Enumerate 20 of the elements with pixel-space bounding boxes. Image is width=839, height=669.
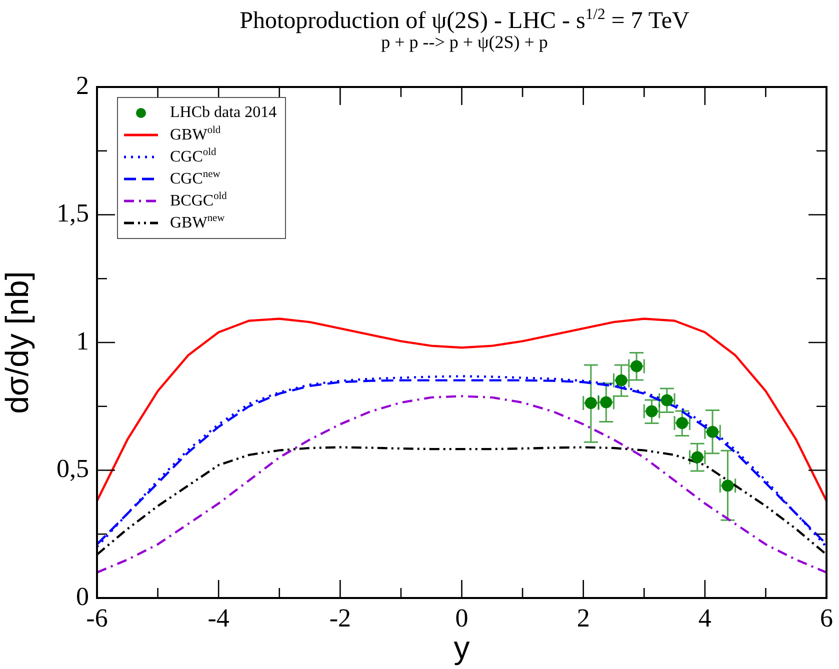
x-axis-title: y	[454, 630, 470, 666]
x-tick-label: -6	[86, 603, 108, 632]
x-tick-label: 6	[820, 603, 833, 632]
legend-label: GBW$^{new}$	[170, 213, 225, 233]
y-tick-label: 1	[76, 326, 89, 356]
legend-label: GBW$^{old}$	[170, 125, 221, 145]
x-tick-label: 2	[576, 603, 590, 632]
y-tick-label: 0	[76, 582, 89, 611]
y-tick-label: 0,5	[56, 454, 89, 484]
y-tick-label: 2	[76, 70, 89, 100]
y-axis-title: dσ/dy [nb]	[0, 271, 36, 414]
x-tick-label: 0	[455, 603, 468, 632]
legend-label: LHCb data 2014	[170, 104, 277, 122]
x-tick-label: -4	[208, 603, 230, 632]
legend-label: BCGC$^{old}$	[170, 191, 227, 211]
legend-label: CGC$^{old}$	[170, 147, 216, 167]
y-tick-label: 1,5	[56, 198, 89, 228]
x-tick-label: 4	[698, 603, 712, 632]
legend-label: CGC$^{new}$	[170, 169, 220, 189]
x-tick-label: -2	[329, 603, 352, 632]
